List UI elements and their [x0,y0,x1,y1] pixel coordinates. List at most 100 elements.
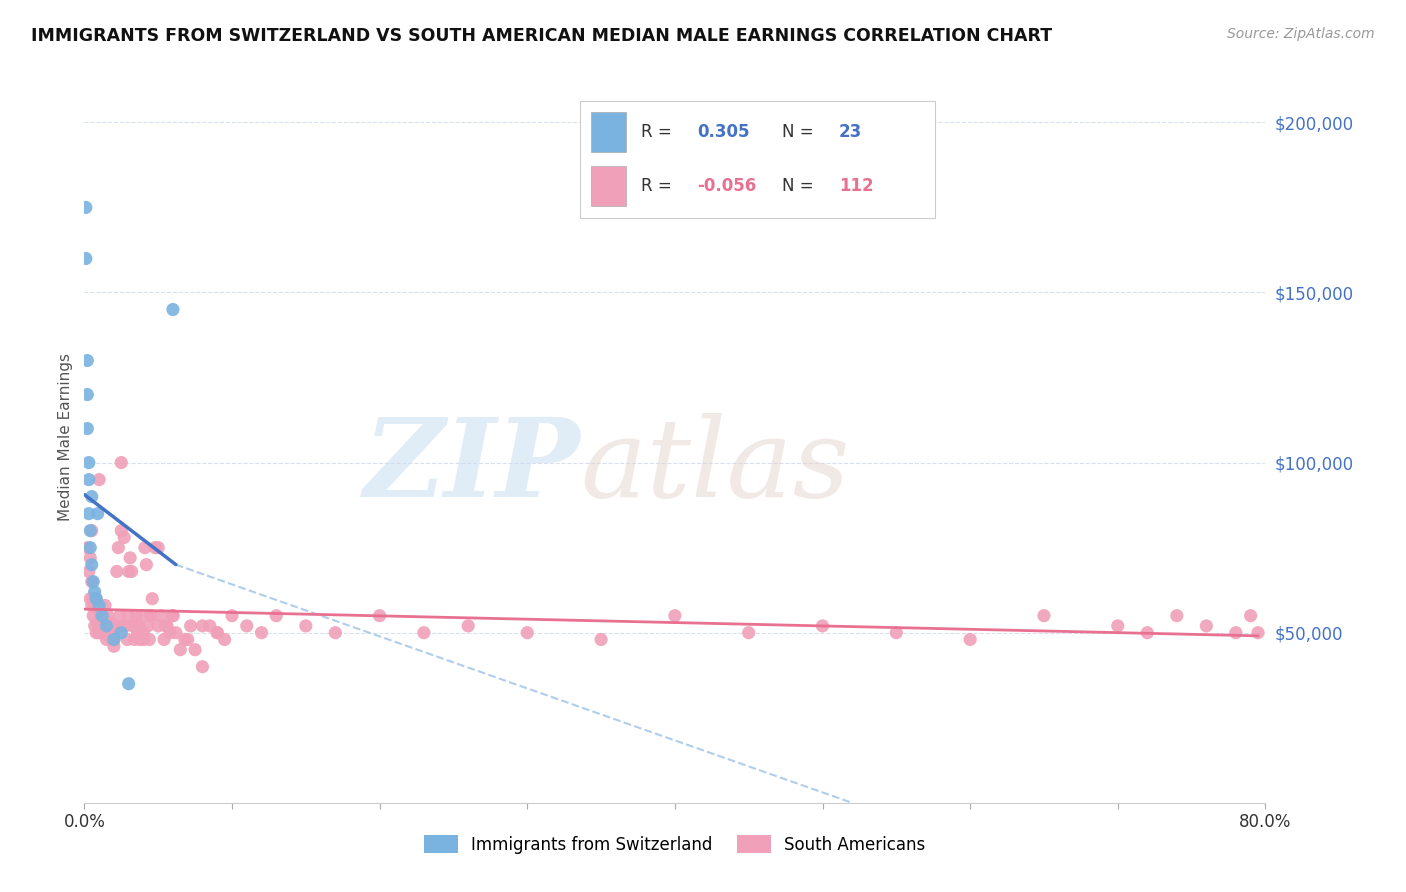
Point [108,608,131,623]
Point [83,585,105,599]
Point [80,490,103,504]
Point [191,659,214,673]
Point [811,619,834,633]
Point [295,619,318,633]
Point [96,632,118,647]
Point [83,619,105,633]
Point [96,619,118,633]
Point [150,608,173,623]
Point [103,632,125,647]
Point [118,677,141,691]
Point [80,574,103,589]
Point [1247,625,1270,640]
Point [162,302,184,317]
Point [198,619,221,633]
Point [125,619,148,633]
Point [173,632,195,647]
Point [82,574,104,589]
Point [156,619,179,633]
Point [75,201,97,215]
Point [97,608,120,623]
Point [80,524,103,538]
Point [162,608,184,623]
Point [87,473,111,487]
Point [96,619,118,633]
Point [84,625,107,640]
Point [90,605,112,619]
Point [413,625,436,640]
Point [153,632,176,647]
Legend: Immigrants from Switzerland, South Americans: Immigrants from Switzerland, South Ameri… [418,829,932,860]
Point [1033,608,1056,623]
Point [221,608,243,623]
Point [124,632,146,647]
Point [1166,608,1188,623]
Point [79,541,101,555]
Point [93,625,115,640]
Point [236,619,259,633]
Point [103,625,125,640]
Point [148,619,170,633]
Point [103,640,125,654]
Point [134,541,156,555]
Point [1240,608,1263,623]
Point [516,625,538,640]
Point [1195,619,1218,633]
Point [100,619,122,633]
Point [93,612,115,626]
Point [136,619,159,633]
Point [169,642,191,657]
Point [139,608,162,623]
Point [165,625,187,640]
Point [76,421,98,435]
Point [591,632,613,647]
Point [325,625,347,640]
Point [110,625,132,640]
Point [77,507,100,521]
Point [132,625,155,640]
Y-axis label: Median Male Earnings: Median Male Earnings [58,353,73,521]
Point [90,619,112,633]
Point [82,591,104,606]
Point [368,608,391,623]
Point [1136,625,1159,640]
Point [207,625,229,640]
Point [131,608,153,623]
Point [83,599,105,613]
Point [94,599,117,613]
Point [122,619,145,633]
Point [91,608,114,623]
Point [79,524,101,538]
Point [76,353,98,368]
Point [77,456,100,470]
Point [266,608,288,623]
Point [105,565,128,579]
Point [86,507,108,521]
Point [86,615,108,630]
Point [77,565,100,579]
Point [118,565,141,579]
Point [103,632,125,647]
Point [120,550,142,565]
Text: atlas: atlas [581,413,851,520]
Point [86,602,108,616]
Point [207,625,229,640]
Point [959,632,981,647]
Point [180,619,202,633]
Point [128,619,150,633]
Point [104,619,127,633]
Point [79,550,101,565]
Point [143,541,166,555]
Point [79,591,101,606]
Point [84,591,107,606]
Point [75,252,97,266]
Point [457,619,479,633]
Point [1225,625,1247,640]
Point [135,558,157,572]
Point [80,599,103,613]
Point [162,608,184,623]
Text: ZIP: ZIP [364,413,581,520]
Point [82,608,104,623]
Point [141,591,163,606]
Point [115,632,138,647]
